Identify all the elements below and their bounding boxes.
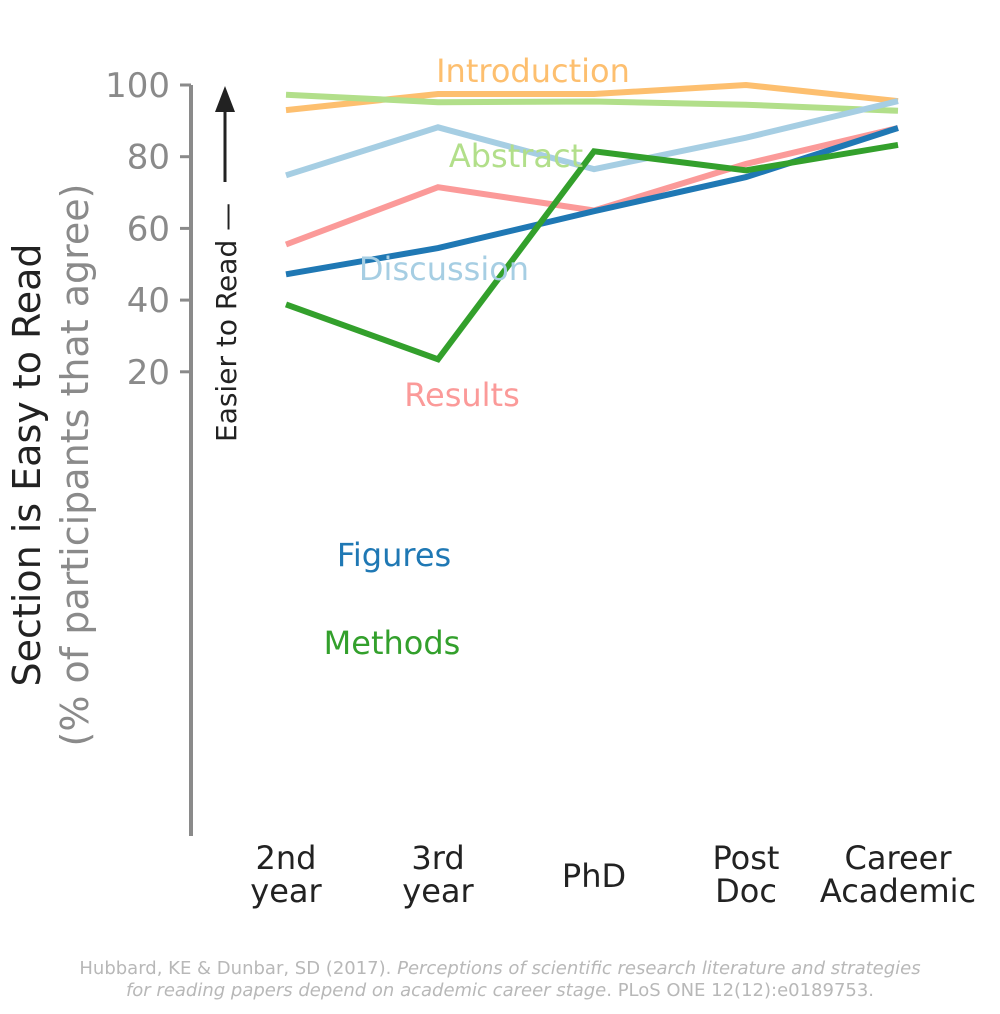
series-lines — [284, 81, 899, 363]
y-tick-label: 40 — [127, 281, 170, 321]
series-line-abstract — [285, 91, 899, 114]
x-tick-label: PhD — [562, 857, 626, 895]
x-tick-label: Post — [713, 839, 780, 877]
citation-journal: . PLoS ONE 12(12):e0189753. — [606, 980, 875, 1001]
series-labels: Introduction Abstract Discussion Results Fig… — [324, 52, 630, 662]
series-line-methods — [284, 141, 899, 363]
y-axis: 20 40 60 80 100 — [105, 66, 193, 836]
arrow-head-icon — [215, 86, 235, 112]
y-tick-label: 60 — [127, 209, 170, 249]
y-tick-label: 100 — [105, 66, 170, 106]
citation-title-part-1: Perceptions of scientific research liter… — [397, 958, 921, 979]
y-tick-label: 20 — [127, 353, 170, 393]
y-axis-subtitle: (% of participants that agree) — [53, 184, 97, 747]
citation-title-part-2: for reading papers depend on academic ca… — [125, 980, 607, 1001]
x-tick-label: Doc — [715, 872, 777, 910]
x-tick-label: Career — [845, 839, 953, 877]
series-line-discussion — [285, 98, 899, 179]
x-tick-label: Academic — [820, 872, 976, 910]
x-tick-label: 3rd — [411, 839, 464, 877]
y-axis-title: Section is Easy to Read — [5, 243, 49, 686]
x-tick-label: 2nd — [256, 839, 317, 877]
series-label-results: Results — [404, 376, 520, 414]
arrow-label: Easier to Read — — [210, 203, 243, 442]
y-tick-label: 80 — [127, 138, 170, 178]
citation-line-2: for reading papers depend on academic ca… — [0, 980, 1000, 1002]
series-label-introduction: Introduction — [436, 52, 630, 90]
series-label-figures: Figures — [337, 536, 451, 574]
line-chart: 20 40 60 80 100 Introduction Abstract Discussi… — [5, 52, 976, 910]
series-label-methods: Methods — [324, 624, 461, 662]
easier-arrow — [215, 86, 235, 182]
citation-authors: Hubbard, KE & Dunbar, SD (2017). — [79, 958, 398, 979]
citation: Hubbard, KE & Dunbar, SD (2017). Percept… — [0, 958, 1000, 1002]
citation-line-1: Hubbard, KE & Dunbar, SD (2017). Percept… — [0, 958, 1000, 980]
series-label-discussion: Discussion — [359, 250, 529, 288]
series-label-abstract: Abstract — [449, 137, 583, 175]
x-tick-label: year — [250, 872, 322, 910]
x-tick-label: year — [402, 872, 474, 910]
